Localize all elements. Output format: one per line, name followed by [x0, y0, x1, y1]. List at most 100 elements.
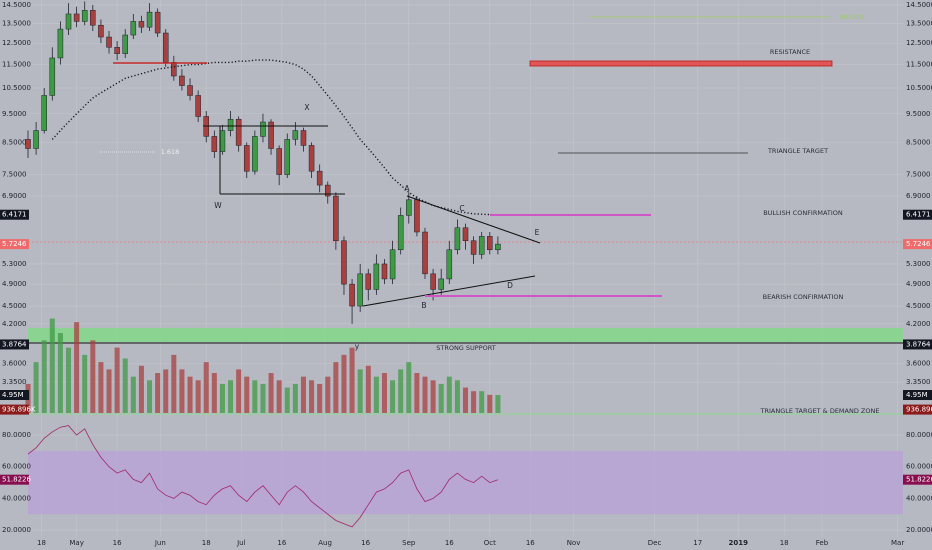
- volume-bar: [252, 380, 258, 413]
- candle-body: [357, 273, 363, 307]
- candle-body: [154, 11, 161, 34]
- x-tick-label: Aug: [318, 539, 332, 547]
- x-tick-label: 16: [445, 539, 454, 547]
- candle-body: [478, 236, 485, 255]
- y-tick-label: 4.2000: [906, 320, 931, 328]
- wave-label: X: [304, 103, 309, 112]
- wave-label: C: [459, 204, 464, 213]
- volume-bar: [381, 373, 387, 413]
- candle-body: [171, 62, 177, 77]
- badge-label: 5.7246: [2, 240, 27, 248]
- volume-bar: [438, 383, 444, 413]
- volume-bar: [300, 376, 306, 413]
- candle-body: [235, 118, 242, 146]
- volume-bar: [333, 362, 339, 413]
- rsi-band: [28, 450, 903, 515]
- x-tick-label: 16: [361, 539, 370, 547]
- candle-body: [397, 215, 404, 251]
- y-tick-label: 12.5000: [2, 39, 31, 47]
- badge-label: 51.8226: [906, 476, 932, 484]
- candle-body: [219, 130, 226, 152]
- candle-body: [462, 227, 469, 241]
- candle-body: [211, 136, 218, 152]
- candle-body: [25, 139, 31, 149]
- rsi-tick-label: 80.0000: [2, 431, 31, 439]
- badge-label: 5.7246: [906, 240, 931, 248]
- support-zone: [28, 328, 903, 342]
- volume-bar: [325, 376, 331, 413]
- volume-bar: [236, 369, 242, 413]
- volume-bar: [373, 376, 379, 413]
- candle-body: [146, 11, 153, 28]
- badge-label: 6.4171: [2, 211, 27, 219]
- y-tick-label: 8.5000: [2, 138, 27, 146]
- volume-bar: [187, 376, 193, 413]
- candle-body: [300, 130, 307, 146]
- volume-bar: [82, 354, 88, 413]
- volume-bar: [292, 383, 298, 413]
- volume-bar: [430, 380, 436, 413]
- volume-bar: [155, 373, 161, 413]
- badge-label: 51.8226: [2, 476, 31, 484]
- volume-layer: [25, 318, 501, 413]
- volume-bar: [454, 380, 460, 413]
- triangle-line: [362, 275, 536, 307]
- candle-body: [122, 34, 128, 54]
- y-tick-label: 4.9000: [2, 280, 27, 288]
- x-tick-label: 2019: [729, 539, 749, 547]
- rsi-tick-label: 20.0000: [2, 526, 31, 534]
- volume-bar: [114, 347, 120, 413]
- wave-label: A: [404, 184, 410, 193]
- volume-bar: [41, 340, 47, 413]
- candle-body: [106, 36, 112, 48]
- rsi-tick-label: 60.0000: [906, 463, 932, 471]
- candle-body: [422, 231, 428, 275]
- y-tick-label: 10.5000: [2, 84, 31, 92]
- candle-body: [454, 227, 461, 251]
- price-badge: [903, 404, 932, 415]
- candle-body: [73, 13, 80, 22]
- annotation: 1.618: [161, 148, 180, 156]
- y-tick-label: 14.5000: [906, 1, 932, 9]
- grid: [28, 0, 903, 537]
- candle-body: [268, 121, 274, 149]
- volume-bar: [446, 376, 452, 413]
- wave-label: E: [535, 228, 540, 237]
- y-tick-label: 6.9000: [906, 192, 931, 200]
- candle-body: [195, 95, 201, 117]
- x-tick-label: 17: [693, 539, 702, 547]
- volume-bar: [471, 391, 477, 413]
- volume-bar: [284, 387, 290, 413]
- candle-body: [292, 130, 299, 140]
- y-tick-label: 13.5000: [2, 19, 31, 27]
- annotation: RESISTANCE: [770, 48, 810, 56]
- badge-label: 4.95M: [2, 391, 24, 399]
- volume-bar: [179, 369, 185, 413]
- y-tick-label: 4.5000: [2, 302, 27, 310]
- volume-bar: [309, 380, 315, 413]
- price-badge: [903, 209, 932, 220]
- x-tick-label: 16: [113, 539, 122, 547]
- badge-label: 3.8764: [2, 340, 27, 348]
- wave-label: y: [355, 342, 360, 351]
- candle-body: [284, 139, 291, 175]
- volume-bar: [219, 383, 225, 413]
- y-tick-label: 3.3500: [906, 378, 931, 386]
- rsi-tick-label: 40.0000: [2, 494, 31, 502]
- y-tick-label: 4.5000: [906, 302, 931, 310]
- candle-body: [308, 145, 315, 172]
- badge-label: 3.8764: [906, 340, 931, 348]
- volume-bar: [147, 380, 153, 413]
- annotation: 50.00%: [840, 13, 865, 21]
- candle-body: [41, 95, 47, 131]
- price-badge: [903, 474, 932, 485]
- volume-bar: [122, 358, 128, 413]
- price-badge: [0, 474, 29, 485]
- y-tick-label: 5.3000: [906, 260, 931, 268]
- candle-layer: [25, 1, 501, 528]
- volume-bar: [130, 376, 136, 413]
- x-tick-label: 16: [526, 539, 535, 547]
- candle-body: [260, 121, 266, 137]
- candle-body: [187, 85, 193, 96]
